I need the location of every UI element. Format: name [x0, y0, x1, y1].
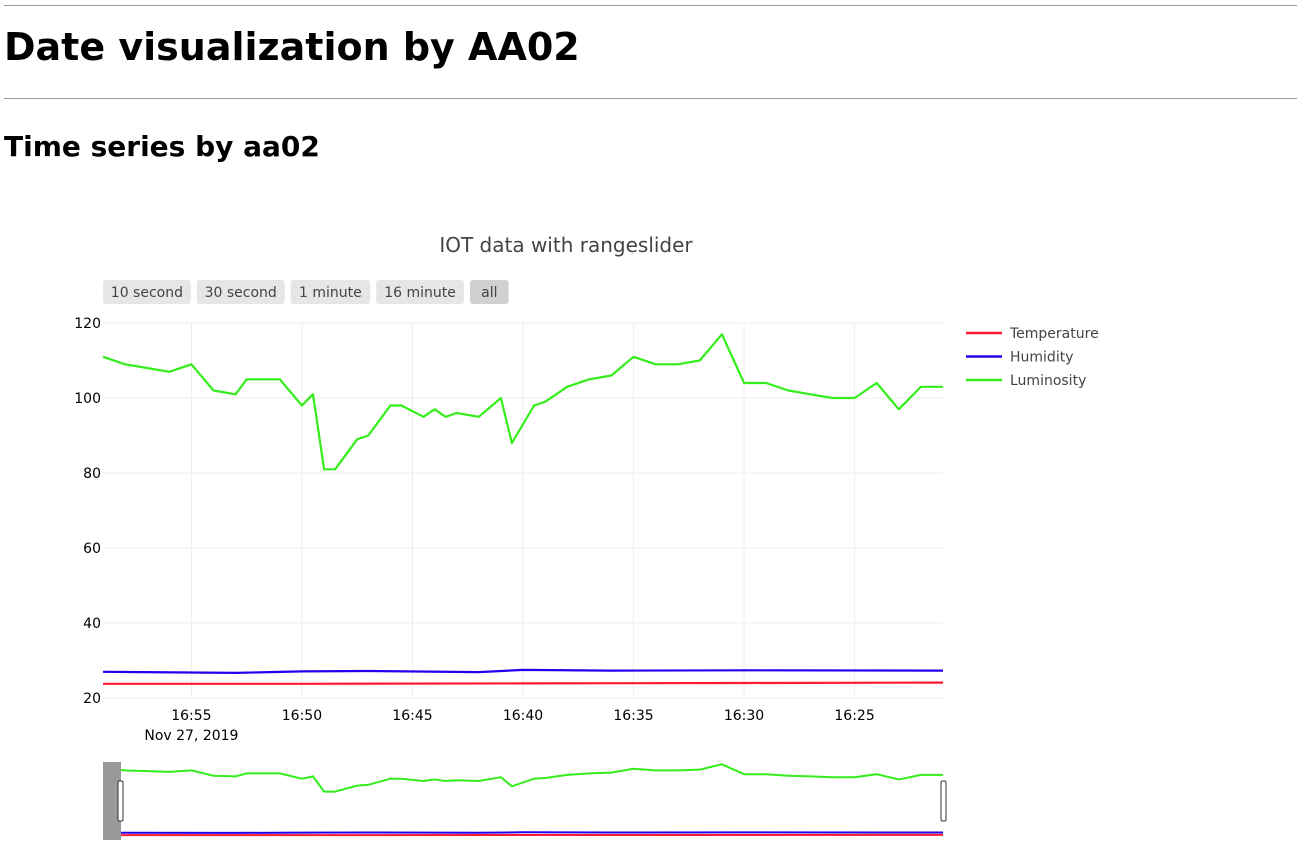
grid: [103, 322, 943, 699]
legend-label: Temperature: [1009, 326, 1099, 342]
chart-title: IOT data with rangeslider: [439, 233, 693, 257]
range-button-10-second[interactable]: 10 second: [103, 280, 191, 304]
y-tick-label: 40: [83, 616, 101, 632]
series-line-luminosity[interactable]: [102, 333, 943, 471]
y-tick-label: 120: [74, 316, 101, 332]
legend-item-humidity[interactable]: Humidity: [966, 350, 1073, 366]
axes: 20 40 60 80 100 120 16:55 16:50 16:45 16:40 16:35 1…: [74, 316, 874, 744]
range-button-label: 1 minute: [299, 285, 362, 301]
rangeslider-handle-right[interactable]: [940, 780, 947, 822]
top-rule: [4, 5, 1297, 6]
range-selector[interactable]: 10 second 30 second 1 minute 16 minute all: [103, 280, 509, 304]
range-button-label: all: [481, 285, 497, 301]
legend-item-luminosity[interactable]: Luminosity: [966, 373, 1086, 389]
range-button-label: 10 second: [111, 285, 183, 301]
rangeslider-line-luminosity: [102, 763, 943, 793]
rangeslider[interactable]: [102, 762, 947, 840]
page-title: Date visualization by AA02: [4, 25, 580, 69]
range-button-label: 16 minute: [384, 285, 456, 301]
rangeslider-background: [103, 762, 943, 838]
section-title: Time series by aa02: [4, 130, 320, 163]
range-button-1-minute[interactable]: 1 minute: [290, 280, 371, 304]
y-tick-label: 100: [74, 391, 101, 407]
legend-label: Humidity: [1010, 350, 1073, 366]
section-rule: [4, 98, 1297, 99]
range-button-30-second[interactable]: 30 second: [196, 280, 285, 304]
chart-title-group: IOT data with rangeslider: [439, 233, 693, 257]
x-tick-label: 16:55: [171, 708, 211, 724]
range-button-label: 30 second: [205, 285, 277, 301]
range-button-16-minute[interactable]: 16 minute: [376, 280, 464, 304]
rangeslider-mask-left: [103, 762, 121, 840]
legend-label: Luminosity: [1010, 373, 1086, 389]
range-button-all[interactable]: all: [470, 280, 509, 304]
legend-item-temperature[interactable]: Temperature: [966, 326, 1099, 342]
rangeslider-line-humidity: [102, 831, 944, 834]
y-tick-label: 20: [83, 691, 101, 707]
series-line-temperature[interactable]: [103, 681, 944, 685]
y-tick-label: 80: [83, 466, 101, 482]
x-tick-label: 16:40: [503, 708, 543, 724]
x-tick-label: 16:30: [724, 708, 764, 724]
y-tick-label: 60: [83, 541, 101, 557]
x-date-label: Nov 27, 2019: [144, 728, 238, 744]
series-line-humidity[interactable]: [102, 668, 944, 675]
x-tick-label: 16:25: [834, 708, 874, 724]
rangeslider-handle-left[interactable]: [117, 780, 124, 822]
plot-area[interactable]: [102, 333, 944, 685]
legend[interactable]: Temperature Humidity Luminosity: [966, 326, 1099, 389]
x-tick-label: 16:50: [282, 708, 322, 724]
x-tick-label: 16:45: [392, 708, 432, 724]
x-tick-label: 16:35: [613, 708, 653, 724]
